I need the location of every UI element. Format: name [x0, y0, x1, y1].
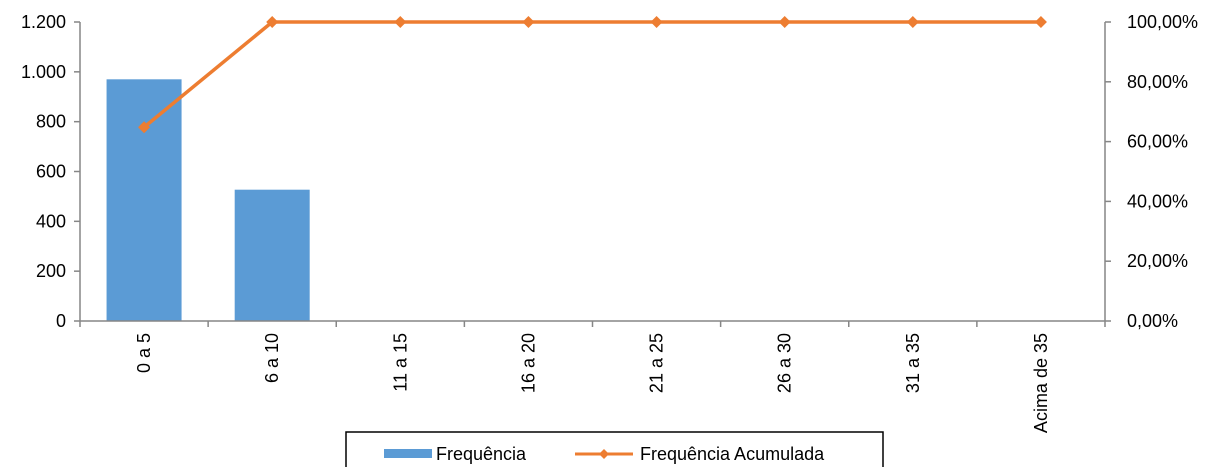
- x-axis-tick-labels: 0 a 5 6 a 10 11 a 15 16 a 20 21 a 25 26 a 30 3…: [134, 333, 1051, 433]
- bar-series: [106, 79, 310, 321]
- legend-box: [345, 431, 884, 472]
- marker-frequencia-acumulada-0: [138, 121, 151, 134]
- left-tick-label: 200: [36, 261, 66, 281]
- right-tick-label: 0,00%: [1127, 311, 1178, 331]
- right-tick-label: 40,00%: [1127, 191, 1188, 211]
- legend-label-frequencia-acumulada: Frequência Acumulada: [640, 444, 825, 464]
- x-tick-label: 21 a 25: [647, 333, 667, 393]
- marker-frequencia-acumulada-3: [522, 16, 535, 28]
- x-tick-label: 0 a 5: [134, 333, 154, 373]
- marker-frequencia-acumulada-5: [778, 16, 791, 28]
- right-tick-label: 100,00%: [1127, 12, 1198, 32]
- axes: [74, 21, 1111, 327]
- line-frequencia-acumulada: [142, 20, 1041, 129]
- left-tick-label: 1.200: [21, 12, 66, 32]
- left-tick-label: 1.000: [21, 62, 66, 82]
- legend: Frequência Frequência Acumulada: [345, 431, 884, 472]
- marker-frequencia-acumulada-2: [394, 16, 407, 28]
- marker-frequencia-acumulada-7: [1034, 16, 1047, 28]
- x-tick-label: 31 a 35: [903, 333, 923, 393]
- legend-swatch-bar: [384, 449, 432, 458]
- right-tick-label: 60,00%: [1127, 132, 1188, 152]
- bar-frequencia-0: [106, 79, 182, 321]
- marker-frequencia-acumulada-1: [266, 16, 279, 28]
- left-tick-label: 600: [36, 162, 66, 182]
- x-tick-label: 26 a 30: [775, 333, 795, 393]
- right-axis-tick-labels: 0,00% 20,00% 40,00% 60,00% 80,00% 100,00%: [1127, 12, 1198, 331]
- x-tick-label: 6 a 10: [262, 333, 282, 383]
- x-tick-label: Acima de 35: [1031, 333, 1051, 433]
- legend-label-frequencia: Frequência: [436, 444, 527, 464]
- marker-frequencia-acumulada-4: [650, 16, 663, 28]
- legend-swatch-marker: [599, 449, 609, 459]
- left-tick-label: 800: [36, 112, 66, 132]
- left-tick-label: 400: [36, 211, 66, 231]
- right-tick-label: 80,00%: [1127, 72, 1188, 92]
- x-tick-label: 11 a 15: [390, 333, 410, 392]
- left-tick-label: 0: [56, 311, 66, 331]
- x-tick-label: 16 a 20: [518, 333, 538, 393]
- left-axis-tick-labels: 0 200 400 600 800 1.000 1.200: [21, 12, 66, 331]
- right-tick-label: 20,00%: [1127, 251, 1188, 271]
- line-series: [138, 16, 1047, 134]
- marker-frequencia-acumulada-6: [906, 16, 919, 28]
- bar-frequencia-1: [234, 189, 310, 321]
